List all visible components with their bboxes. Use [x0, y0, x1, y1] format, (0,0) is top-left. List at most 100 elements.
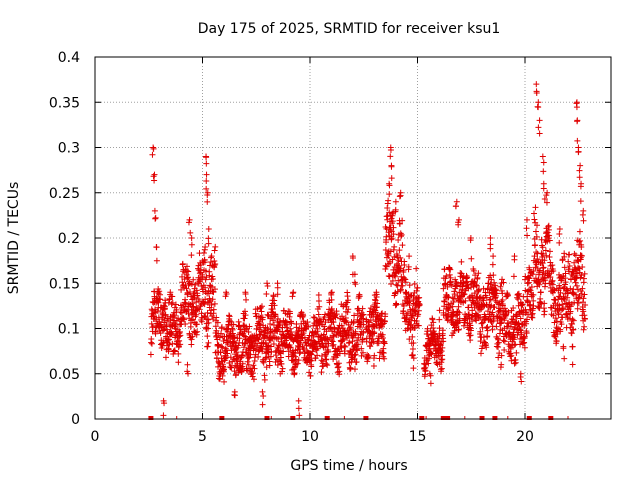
- data-point: [263, 364, 270, 371]
- data-point: [373, 304, 380, 311]
- data-point: [558, 321, 565, 328]
- data-point: [305, 323, 312, 330]
- data-point: [166, 336, 173, 343]
- data-point: [150, 145, 157, 152]
- data-point: [425, 355, 432, 362]
- data-point: [533, 81, 540, 88]
- data-point: [518, 302, 525, 309]
- data-point: [545, 226, 552, 233]
- data-point: [392, 206, 399, 213]
- data-points: [147, 81, 589, 419]
- data-point: [352, 351, 359, 358]
- data-point: [510, 273, 517, 280]
- x-tick-label: 10: [301, 429, 319, 445]
- data-point: [536, 130, 543, 137]
- y-tick-label: 0.25: [49, 186, 80, 202]
- y-tick-label: 0.05: [49, 367, 80, 383]
- data-point: [447, 266, 454, 273]
- data-point: [228, 318, 235, 325]
- baseline-marker: [548, 416, 554, 420]
- data-point: [494, 340, 501, 347]
- data-point: [286, 310, 293, 317]
- data-point: [415, 307, 422, 314]
- data-point: [349, 254, 356, 261]
- data-point: [211, 262, 218, 269]
- data-point: [521, 333, 528, 340]
- data-point: [379, 335, 386, 342]
- data-point: [161, 305, 168, 312]
- data-point: [490, 253, 497, 260]
- data-point: [208, 254, 215, 261]
- data-point: [294, 360, 301, 367]
- data-point: [214, 341, 221, 348]
- data-point: [477, 338, 484, 345]
- data-point: [438, 356, 445, 363]
- data-point: [271, 302, 278, 309]
- data-point: [226, 359, 233, 366]
- data-point: [402, 279, 409, 286]
- data-point: [314, 352, 321, 359]
- data-point: [456, 309, 463, 316]
- data-point: [328, 291, 335, 298]
- data-point: [574, 270, 581, 277]
- data-point: [358, 352, 365, 359]
- baseline-marker: [492, 416, 498, 420]
- data-point: [543, 199, 550, 206]
- data-point: [258, 303, 265, 310]
- data-point: [166, 341, 173, 348]
- x-axis-label: GPS time / hours: [290, 458, 407, 474]
- data-point: [557, 328, 564, 335]
- data-point: [250, 362, 257, 369]
- data-point: [505, 309, 512, 316]
- data-point: [264, 282, 271, 289]
- data-point: [257, 331, 264, 338]
- data-point: [495, 354, 502, 361]
- data-point: [495, 336, 502, 343]
- data-point: [220, 338, 227, 345]
- data-point: [199, 271, 206, 278]
- data-point: [156, 288, 163, 295]
- data-point: [171, 312, 178, 319]
- data-point: [389, 212, 396, 219]
- data-point: [455, 219, 462, 226]
- data-point: [218, 343, 225, 350]
- data-point: [274, 361, 281, 368]
- data-point: [235, 342, 242, 349]
- data-point: [253, 325, 260, 332]
- data-point: [513, 349, 520, 356]
- data-point: [572, 279, 579, 286]
- data-point: [351, 279, 358, 286]
- data-point: [149, 324, 156, 331]
- data-point: [506, 343, 513, 350]
- data-point: [267, 343, 274, 350]
- data-point: [152, 215, 159, 222]
- data-point: [508, 352, 515, 359]
- data-point: [386, 260, 393, 267]
- data-point: [445, 293, 452, 300]
- data-point: [453, 198, 460, 205]
- data-point: [546, 237, 553, 244]
- baseline-marker: [219, 416, 225, 420]
- x-tick-label: 5: [198, 429, 207, 445]
- data-point: [251, 365, 258, 372]
- data-point: [204, 333, 211, 340]
- data-point: [181, 276, 188, 283]
- data-point: [162, 311, 169, 318]
- data-point: [157, 321, 164, 328]
- data-point: [215, 342, 222, 349]
- data-point: [347, 365, 354, 372]
- data-point: [469, 318, 476, 325]
- data-point: [192, 281, 199, 288]
- data-point: [491, 304, 498, 311]
- data-point: [574, 118, 581, 125]
- data-point: [521, 344, 528, 351]
- data-point: [218, 330, 225, 337]
- data-point: [550, 286, 557, 293]
- data-point: [454, 282, 461, 289]
- data-point: [540, 168, 547, 175]
- data-point: [315, 292, 322, 299]
- data-point: [374, 300, 381, 307]
- data-point: [532, 204, 539, 211]
- data-point: [231, 368, 238, 375]
- data-point: [360, 329, 367, 336]
